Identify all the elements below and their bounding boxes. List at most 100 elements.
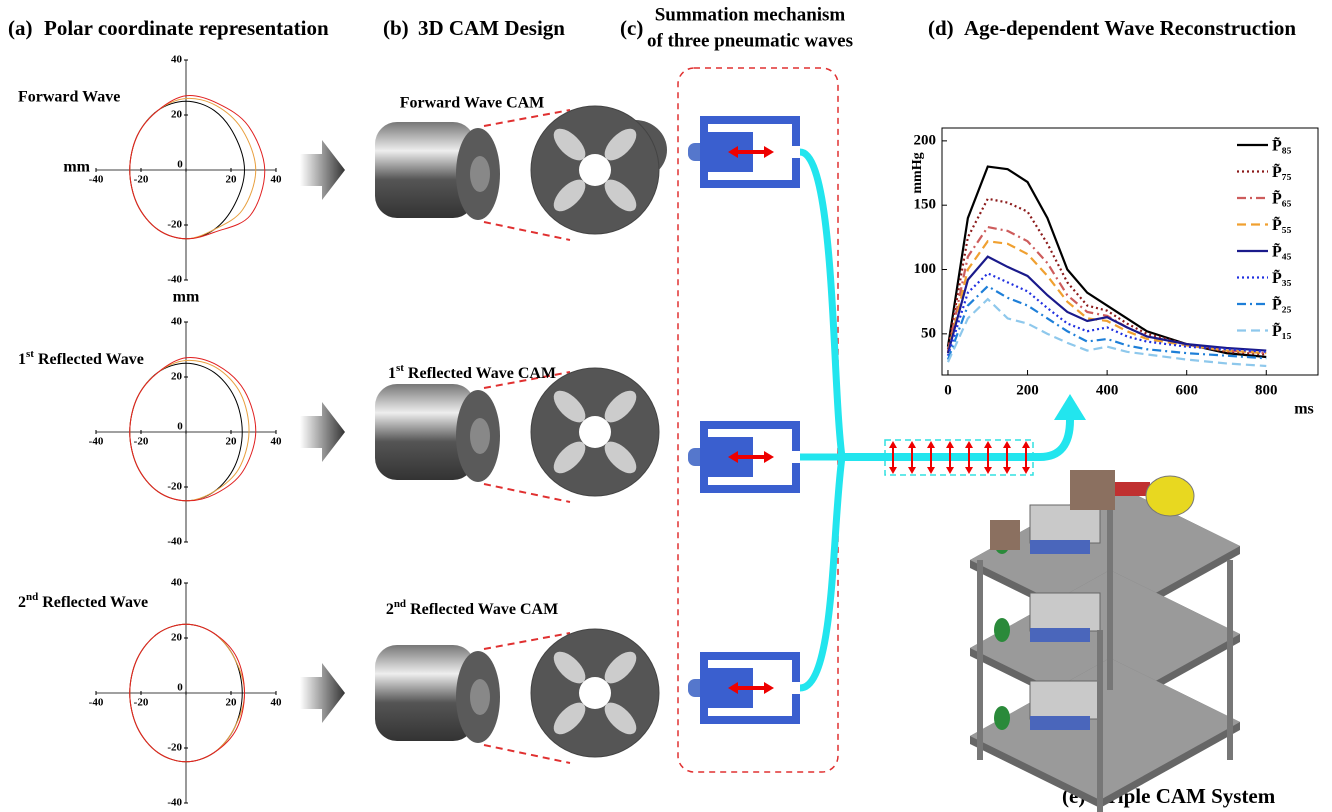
legend-label: P̃₇₅ [1272, 162, 1292, 182]
panel-title: Summation mechanism [655, 4, 846, 25]
series-line [948, 241, 1266, 353]
post [1107, 490, 1113, 690]
legend-label: P̃₅₅ [1272, 215, 1292, 235]
x-tick-label: -20 [134, 697, 149, 709]
x-tick-label: 40 [271, 436, 283, 448]
zoom-line [484, 745, 570, 763]
legend-label: P̃₄₅ [1272, 241, 1292, 261]
actuator [1030, 716, 1090, 730]
ordinal-suffix: nd [394, 598, 406, 610]
motion-head [764, 451, 774, 463]
panel-title: 3D CAM Design [418, 16, 565, 40]
label-text: Reflected Wave [42, 594, 148, 611]
y-tick-label: -20 [167, 481, 182, 493]
cam-bore [579, 154, 611, 186]
pressure-head [908, 441, 916, 448]
pressure-head [1022, 441, 1030, 448]
module [1030, 681, 1100, 719]
motion-head [764, 682, 774, 694]
x-tick-label: -20 [134, 436, 149, 448]
motion-head [764, 146, 774, 158]
output-arrow [1054, 394, 1086, 420]
x-axis-label: mm [63, 159, 90, 176]
x-tick-label: 40 [271, 174, 283, 186]
legend-label: P̃₂₅ [1272, 294, 1292, 314]
cam-hub [470, 679, 490, 715]
y-tick-label: 40 [171, 54, 183, 66]
y-tick-label: 20 [171, 371, 183, 383]
series-line [948, 299, 1266, 366]
decor [300, 106, 1240, 812]
y-axis-label: mmHg [910, 152, 925, 193]
pressure-head [946, 441, 954, 448]
pressure-head [889, 441, 897, 448]
air-tube [800, 152, 842, 457]
panel-title: of three pneumatic waves [647, 30, 853, 51]
flow-arrow [300, 402, 345, 462]
wave-label: 1st Reflected Wave [18, 348, 144, 368]
cam-drum [1146, 476, 1194, 516]
cam-hub [470, 418, 490, 454]
ordinal-suffix: st [26, 348, 34, 360]
panel-title: Age-dependent Wave Reconstruction [964, 16, 1296, 40]
y-tick-label: -40 [167, 797, 182, 809]
motor [990, 520, 1020, 550]
spring [994, 618, 1010, 642]
x-tick-label: 20 [226, 697, 238, 709]
wave-label: Forward Wave [18, 89, 120, 106]
polar-curve [130, 358, 256, 501]
pressure-head [927, 441, 935, 448]
pressure-head [946, 467, 954, 474]
pressure-head [889, 467, 897, 474]
series-line [948, 227, 1266, 353]
shaft [1115, 482, 1150, 496]
flow-arrow [300, 140, 345, 200]
x-tick-label: 600 [1175, 382, 1198, 398]
pressure-head [965, 467, 973, 474]
ordinal: 2 [18, 594, 26, 611]
pressure-head [965, 441, 973, 448]
actuator [1030, 628, 1090, 642]
y-tick-label: 20 [171, 109, 183, 121]
cam-bore [579, 416, 611, 448]
label-text: Reflected Wave CAM [408, 365, 556, 382]
flow-arrow [300, 663, 345, 723]
x-tick-label: 800 [1255, 382, 1278, 398]
x-tick-label: -40 [89, 174, 104, 186]
motor [1070, 470, 1115, 510]
y-tick-label: 40 [171, 577, 183, 589]
x-tick-label: 0 [177, 159, 183, 171]
ordinal-suffix: nd [26, 591, 38, 603]
y-tick-label: 20 [171, 632, 183, 644]
pressure-head [1003, 467, 1011, 474]
x-axis-label: ms [1294, 401, 1314, 418]
x-tick-label: 20 [226, 174, 238, 186]
x-tick-label: 40 [271, 697, 283, 709]
panel-letter: (b) [383, 16, 409, 40]
pressure-head [1003, 441, 1011, 448]
y-tick-label: 100 [914, 261, 937, 277]
zoom-line [484, 484, 570, 502]
ordinal: 1 [18, 351, 26, 368]
y-tick-label: 150 [914, 197, 937, 213]
panel-title: Polar coordinate representation [44, 16, 329, 40]
module [1030, 505, 1100, 543]
y-tick-label: 200 [914, 132, 937, 148]
ordinal: 2 [386, 601, 394, 618]
label-text: Reflected Wave [38, 351, 144, 368]
y-tick-label: 40 [171, 316, 183, 328]
series-line [948, 199, 1266, 355]
wave-label: 2nd Reflected Wave [18, 591, 148, 611]
x-tick-label: 0 [177, 421, 183, 433]
panel-letter: (d) [928, 16, 954, 40]
ordinal: 1 [388, 365, 396, 382]
pressure-head [984, 441, 992, 448]
legend-label: P̃₆₅ [1272, 188, 1292, 208]
legend-label: P̃₁₅ [1272, 321, 1292, 341]
y-tick-label: 50 [921, 325, 936, 341]
cam-label: Forward Wave CAM [400, 95, 545, 112]
series-line [948, 273, 1266, 355]
figure: (a) Polar coordinate representation (b) … [0, 0, 1332, 812]
pressure-head [1022, 467, 1030, 474]
